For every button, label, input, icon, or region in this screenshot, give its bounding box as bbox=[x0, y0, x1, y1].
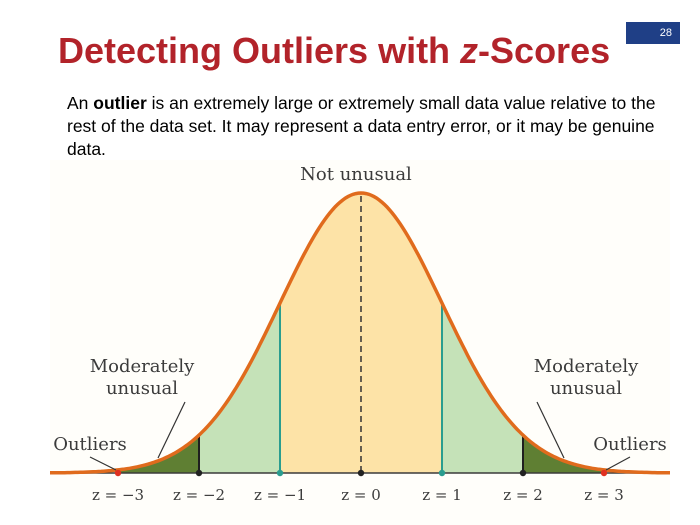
label-leader-lines bbox=[89, 401, 631, 471]
region-not-unusual-right bbox=[280, 193, 442, 473]
z-marker-6 bbox=[600, 469, 608, 477]
z-tick-label-4: z = 1 bbox=[422, 486, 462, 504]
definition-body: is an extremely large or extremely small… bbox=[67, 93, 656, 159]
z-tick-label-5: z = 2 bbox=[503, 486, 543, 504]
title-z-letter: z bbox=[460, 30, 479, 71]
label-moderately-left-line2: unusual bbox=[106, 378, 178, 399]
slide-title: Detecting Outliers with z-Scores bbox=[58, 30, 610, 72]
label-moderately-right-line1: Moderately bbox=[534, 356, 639, 377]
region-outlier-left bbox=[118, 435, 199, 473]
leader-outliers-left bbox=[89, 456, 117, 471]
z-axis-markers bbox=[114, 469, 608, 477]
definition-intro: An bbox=[67, 93, 94, 113]
z-tick-label-6: z = 3 bbox=[584, 486, 624, 504]
leader-outliers-right bbox=[605, 456, 631, 471]
z-marker-1 bbox=[195, 469, 203, 477]
z-tick-label-0: z = −3 bbox=[92, 486, 144, 504]
z-tick-label-2: z = −1 bbox=[254, 486, 306, 504]
z-marker-2 bbox=[276, 469, 284, 477]
label-outliers-right: Outliers bbox=[593, 434, 667, 455]
label-moderately-left-line1: Moderately bbox=[90, 356, 195, 377]
label-not-unusual: Not unusual bbox=[300, 164, 412, 185]
z-tick-label-1: z = −2 bbox=[173, 486, 225, 504]
definition-term: outlier bbox=[93, 93, 147, 113]
leader-moderately-left bbox=[157, 401, 186, 459]
normal-curve-figure: Not unusual Moderately unusual Moderatel… bbox=[50, 160, 670, 525]
leader-moderately-right bbox=[536, 401, 565, 459]
z-tick-label-3: z = 0 bbox=[341, 486, 381, 504]
z-marker-3 bbox=[357, 469, 365, 477]
slide-number-badge: 28 bbox=[626, 22, 680, 44]
z-tick-labels: z = −3 z = −2 z = −1 z = 0 z = 1 z = 2 z = 3 bbox=[92, 486, 624, 504]
title-suffix: -Scores bbox=[478, 30, 611, 71]
sd-boundary-lines bbox=[198, 303, 524, 473]
z-marker-5 bbox=[519, 469, 527, 477]
title-text: Detecting Outliers with bbox=[58, 30, 461, 71]
normal-curve-diagram: Not unusual Moderately unusual Moderatel… bbox=[50, 164, 670, 504]
label-outliers-left: Outliers bbox=[53, 434, 127, 455]
z-marker-4 bbox=[438, 469, 446, 477]
label-moderately-right-line2: unusual bbox=[550, 378, 622, 399]
region-outlier-right bbox=[523, 435, 604, 473]
normal-curve-line bbox=[50, 191, 670, 475]
outlier-definition: An outlier is an extremely large or extr… bbox=[67, 92, 677, 161]
z-marker-0 bbox=[114, 469, 122, 477]
